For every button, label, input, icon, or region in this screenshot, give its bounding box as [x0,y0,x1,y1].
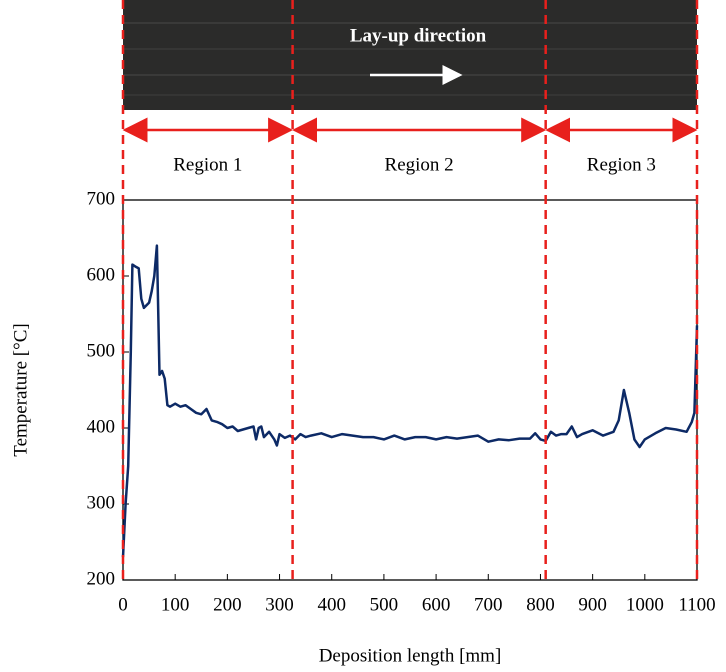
y-tick-label: 700 [87,188,116,209]
y-tick-label: 400 [87,416,116,437]
x-tick-label: 900 [578,594,607,615]
x-tick-label: 1100 [678,594,715,615]
data-line [123,246,697,558]
x-tick-label: 100 [161,594,190,615]
x-axis-label: Deposition length [mm] [319,645,502,666]
y-tick-label: 300 [87,492,116,513]
specimen-image [123,0,697,110]
y-tick-label: 600 [87,264,116,285]
x-tick-label: 600 [422,594,451,615]
x-tick-label: 200 [213,594,242,615]
y-tick-label: 200 [87,568,116,589]
x-tick-label: 0 [118,594,128,615]
y-axis-label: Temperature [°C] [10,323,31,456]
x-tick-label: 1000 [626,594,664,615]
plot-frame [123,200,697,580]
region-label: Region 1 [173,154,242,175]
chart: Lay-up direction Deposition length [mm] … [0,0,726,672]
x-tick-label: 500 [370,594,399,615]
image-caption: Lay-up direction [350,25,487,46]
x-tick-label: 800 [526,594,555,615]
x-tick-label: 400 [317,594,346,615]
x-tick-label: 300 [265,594,294,615]
x-tick-label: 700 [474,594,503,615]
y-tick-label: 500 [87,340,116,361]
region-label: Region 2 [385,154,454,175]
region-label: Region 3 [587,154,656,175]
